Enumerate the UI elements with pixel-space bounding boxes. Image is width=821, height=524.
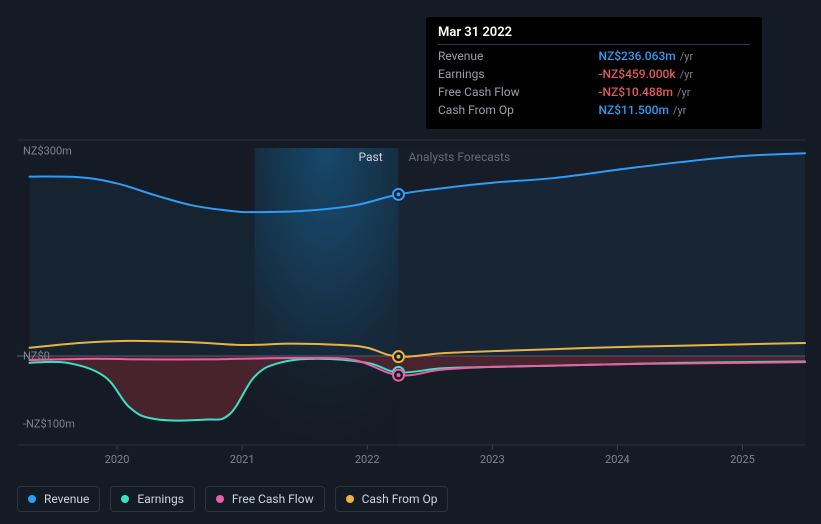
x-tick-label: 2021 [230, 453, 255, 466]
tooltip-row-label: Free Cash Flow [438, 83, 598, 101]
x-tick-label: 2025 [730, 453, 755, 466]
past-label: Past [358, 150, 382, 164]
legend-label: Free Cash Flow [232, 492, 314, 506]
tooltip-date: Mar 31 2022 [438, 25, 750, 40]
legend-dot-icon [121, 495, 129, 503]
tooltip-row-value: -NZ$10.488m [598, 85, 673, 99]
legend-label: Earnings [137, 492, 184, 506]
chart-legend: Revenue Earnings Free Cash Flow Cash From O… [17, 486, 448, 512]
x-tick-label: 2022 [355, 453, 380, 466]
analysts-forecast-label: Analysts Forecasts [408, 150, 510, 164]
y-tick-label: NZ$300m [23, 144, 72, 157]
legend-dot-icon [28, 495, 36, 503]
legend-dot-icon [216, 495, 224, 503]
tooltip-row-label: Earnings [438, 65, 598, 83]
tooltip-row-value: NZ$11.500m [598, 103, 668, 117]
x-tick-label: 2024 [605, 453, 630, 466]
tooltip-row-label: Cash From Op [438, 101, 598, 119]
x-tick-label: 2023 [480, 453, 505, 466]
tooltip-row-unit: /yr [676, 68, 693, 81]
legend-item-earnings[interactable]: Earnings [110, 486, 195, 512]
legend-item-cfo[interactable]: Cash From Op [335, 486, 449, 512]
legend-item-fcf[interactable]: Free Cash Flow [205, 486, 325, 512]
tooltip-row-value: NZ$236.063m [598, 49, 675, 63]
tooltip-row-unit: /yr [673, 86, 690, 99]
legend-label: Revenue [44, 492, 89, 506]
tooltip-row-unit: /yr [669, 104, 686, 117]
tooltip-row-value: -NZ$459.000k [598, 67, 675, 81]
y-tick-label: NZ$0 [23, 349, 50, 362]
financial-forecast-chart: NZ$300m NZ$0 -NZ$100m 2020 2021 2022 2023 2024 2… [0, 0, 821, 524]
x-tick-label: 2020 [105, 453, 130, 466]
y-tick-label: -NZ$100m [23, 418, 75, 431]
tooltip-row-unit: /yr [676, 50, 693, 63]
tooltip-row-label: Revenue [438, 47, 598, 65]
legend-dot-icon [346, 495, 354, 503]
legend-item-revenue[interactable]: Revenue [17, 486, 100, 512]
legend-label: Cash From Op [362, 492, 438, 506]
chart-tooltip: Mar 31 2022 RevenueNZ$236.063m/yr Earnings… [426, 17, 762, 129]
